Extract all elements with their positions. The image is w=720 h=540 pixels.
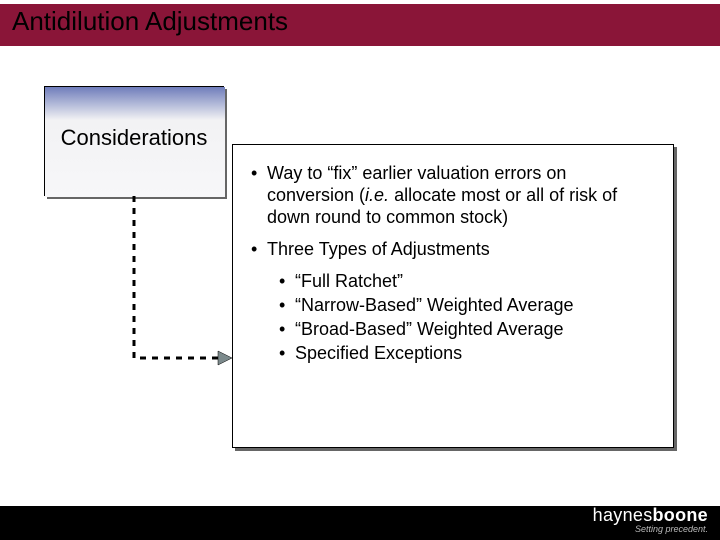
footer-logo: haynesboone Setting precedent. (593, 506, 708, 534)
footer-logo-light: haynes (593, 505, 653, 525)
bullet-text: “Broad-Based” Weighted Average (295, 319, 657, 341)
title-bar-top-stripe (0, 0, 720, 4)
bullet-level-2: •“Broad-Based” Weighted Average (279, 319, 657, 341)
footer-logo-brand: haynesboone (593, 506, 708, 524)
bullet-dot-icon: • (279, 271, 295, 293)
bullet-level-2: •“Full Ratchet” (279, 271, 657, 293)
bullet-text: “Full Ratchet” (295, 271, 657, 293)
page-title: Antidilution Adjustments (12, 6, 288, 37)
bullet-dot-icon: • (279, 319, 295, 341)
bullet-dot-icon: • (251, 239, 267, 261)
considerations-label: Considerations (45, 125, 223, 151)
bullet-text: Three Types of Adjustments (267, 239, 657, 261)
bullet-dot-icon: • (251, 163, 267, 229)
bullet-text: Way to “fix” earlier valuation errors on… (267, 163, 657, 229)
bullet-level-1: •Three Types of Adjustments (251, 239, 657, 261)
bullet-level-1: •Way to “fix” earlier valuation errors o… (251, 163, 657, 229)
bullet-level-2: •Specified Exceptions (279, 343, 657, 365)
footer-logo-bold: boone (653, 505, 709, 525)
footer-logo-tagline: Setting precedent. (593, 525, 708, 534)
considerations-box: Considerations (44, 86, 224, 196)
bullet-text: Specified Exceptions (295, 343, 657, 365)
bullet-text: “Narrow-Based” Weighted Average (295, 295, 657, 317)
content-box: •Way to “fix” earlier valuation errors o… (232, 144, 674, 448)
footer-copyright: © 2010 Haynes and Boone, LLP (8, 522, 137, 532)
bullet-dot-icon: • (279, 343, 295, 365)
slide: Antidilution Adjustments Considerations (0, 0, 720, 540)
bullet-dot-icon: • (279, 295, 295, 317)
bullet-level-2: •“Narrow-Based” Weighted Average (279, 295, 657, 317)
title-bar: Antidilution Adjustments (0, 0, 720, 46)
